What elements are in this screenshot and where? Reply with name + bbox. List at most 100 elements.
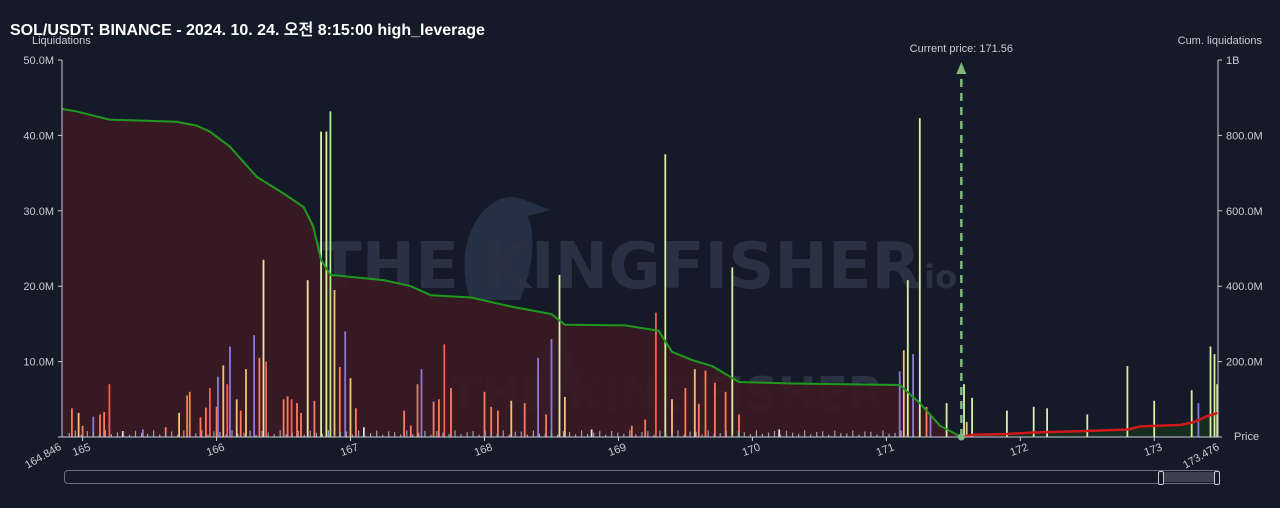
liquidation-bar xyxy=(918,118,921,437)
liquidation-bar xyxy=(497,410,499,437)
liquidation-bar-small xyxy=(701,434,703,437)
liquidation-bar-small xyxy=(816,432,818,437)
liquidation-bar-small xyxy=(92,432,94,437)
liquidation-bar-small xyxy=(406,430,408,437)
liquidation-bar-small xyxy=(731,434,733,437)
chart-scrollbar[interactable] xyxy=(64,470,1220,485)
liquidation-bar-small xyxy=(207,434,209,437)
liquidation-bar-small xyxy=(749,434,751,437)
liquidation-bar xyxy=(409,425,412,437)
current-price-arrow xyxy=(956,62,967,74)
liquidation-bar-small xyxy=(514,431,516,437)
liquidation-bar xyxy=(1006,410,1008,437)
liquidation-bar-small xyxy=(635,434,637,437)
liquidation-bar xyxy=(296,403,298,437)
liquidation-bar xyxy=(313,400,316,437)
liquidation-bar xyxy=(644,419,647,437)
right-axis-title: Cum. liquidations xyxy=(1178,35,1263,47)
liquidation-bar-small xyxy=(333,434,336,437)
watermark-suffix: .io xyxy=(912,258,957,296)
liquidation-bar xyxy=(229,346,231,437)
liquidation-bar-small xyxy=(388,431,390,437)
liquidation-bar xyxy=(912,354,914,437)
liquidation-bar-small xyxy=(153,430,155,437)
liquidation-bar-small xyxy=(177,434,179,437)
liquidation-bar xyxy=(1086,414,1089,437)
liquidation-bar-small xyxy=(273,434,275,437)
liquidation-bar-small xyxy=(641,432,643,437)
liquidation-bar xyxy=(655,312,657,437)
liquidation-bar xyxy=(630,425,633,437)
liquidation-bar xyxy=(349,378,352,437)
liquidation-bar-small xyxy=(671,433,673,437)
liquidation-bar-small xyxy=(755,430,757,437)
liquidation-bar-small xyxy=(828,434,830,437)
liquidation-bar-small xyxy=(906,434,908,437)
liquidation-bar-small xyxy=(237,433,239,437)
liquidation-bar-small xyxy=(442,432,444,437)
liquidation-bar xyxy=(1213,354,1216,437)
liquidation-bar xyxy=(1216,384,1219,437)
liquidation-bar xyxy=(545,414,547,437)
x-tick-label: 166 xyxy=(205,441,226,459)
liquidation-bar-small xyxy=(496,433,498,437)
liquidation-bar xyxy=(199,417,202,437)
liquidation-bar xyxy=(704,370,707,437)
liquidation-bar-small xyxy=(412,433,414,437)
liquidation-bar-small xyxy=(689,431,691,437)
liquidation-bar xyxy=(510,400,513,437)
liquidation-bar xyxy=(226,384,229,437)
cumulative-line-long xyxy=(961,411,1219,439)
liquidation-bar-small xyxy=(737,431,739,437)
liquidation-bar-small xyxy=(617,432,619,437)
liquidation-bar-small xyxy=(472,431,474,437)
liquidation-bar-small xyxy=(219,431,221,437)
liquidation-bar-small xyxy=(864,431,866,437)
liquidation-bar xyxy=(77,412,80,437)
liquidation-bar-small xyxy=(840,433,842,437)
liquidation-bar-small xyxy=(315,432,317,437)
liquidation-bar xyxy=(929,414,932,437)
liquidation-bar xyxy=(186,395,188,437)
liquidation-bar-small xyxy=(834,430,836,437)
liquidation-bar-small xyxy=(647,431,649,437)
liquidation-bar-small xyxy=(852,430,854,437)
liquidation-bar-small xyxy=(810,434,812,437)
liquidation-bar-small xyxy=(110,434,112,437)
left-tick-label: 30.0M xyxy=(23,206,54,218)
liquidation-bar-small xyxy=(171,431,173,437)
x-range-start-label: 164.846 xyxy=(23,441,63,471)
liquidation-bar-small xyxy=(912,431,914,437)
liquidation-bar-small xyxy=(900,430,902,437)
right-tick-label: 1B xyxy=(1226,55,1239,67)
liquidation-bar-small xyxy=(382,434,384,437)
liquidation-bar-small xyxy=(882,430,884,437)
liquidation-bar xyxy=(282,399,285,437)
scroll-thumb[interactable] xyxy=(1158,471,1220,485)
scroll-handle-right[interactable] xyxy=(1214,471,1220,485)
liquidation-bar-small xyxy=(761,434,763,437)
scroll-handle-left[interactable] xyxy=(1158,471,1164,485)
liquidation-bar-small xyxy=(98,434,100,437)
liquidation-bar-small xyxy=(134,430,137,437)
current-price-label: Current price: 171.56 xyxy=(910,43,1013,55)
liquidation-bar xyxy=(325,131,328,437)
liquidation-bar xyxy=(443,344,446,437)
liquidation-bar xyxy=(262,259,265,437)
liquidation-bar xyxy=(320,131,322,437)
liquidation-bar xyxy=(664,154,667,438)
liquidation-bar-small xyxy=(773,430,776,437)
liquidation-bar-small xyxy=(358,430,360,437)
liquidation-bar xyxy=(215,406,218,437)
liquidation-bar xyxy=(81,425,84,437)
liquidation-bar-small xyxy=(659,430,661,437)
liquidation-bar xyxy=(217,376,219,437)
right-tick-label: 200.0M xyxy=(1226,357,1263,369)
liquidation-bar xyxy=(738,414,740,437)
liquidation-bar-small xyxy=(888,433,890,437)
liquidation-bar xyxy=(205,407,207,437)
liquidation-bar xyxy=(258,357,261,437)
liquidation-bar-small xyxy=(556,434,559,437)
liquidation-bar xyxy=(1032,406,1035,437)
